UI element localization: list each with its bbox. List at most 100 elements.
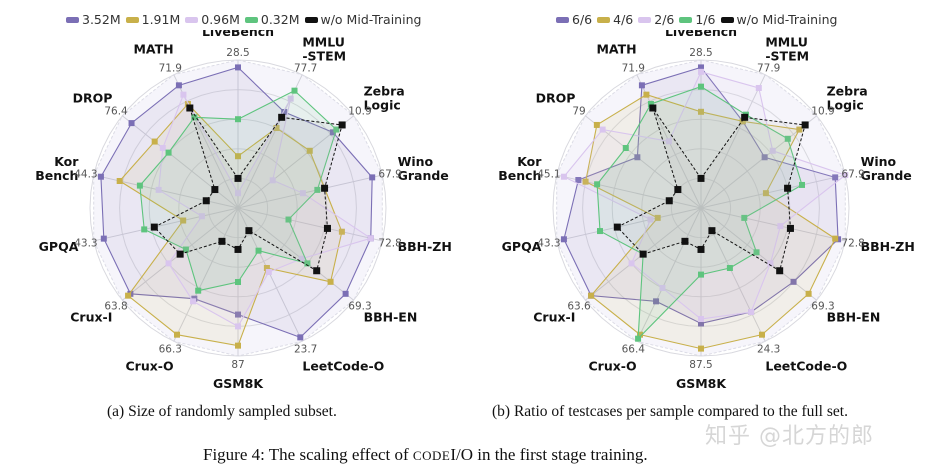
- data-point: [665, 197, 673, 205]
- data-point: [180, 217, 187, 224]
- data-point: [184, 100, 191, 107]
- legend-item: w/o Mid-Training: [304, 12, 421, 27]
- data-point: [697, 174, 705, 182]
- data-point: [784, 184, 792, 192]
- max-value-label: 63.8: [104, 300, 127, 312]
- data-point: [159, 145, 166, 152]
- data-point: [281, 108, 288, 115]
- axis-label: Wino Grande: [398, 154, 449, 183]
- legend-item: 1/6: [679, 12, 716, 27]
- axis-spoke: [700, 174, 846, 209]
- data-point: [741, 214, 748, 221]
- data-point: [698, 271, 704, 278]
- data-point: [235, 190, 241, 197]
- grid-ring: [611, 118, 791, 298]
- legend-item: 0.96M: [185, 12, 240, 27]
- data-point: [182, 246, 189, 253]
- data-point: [575, 177, 582, 184]
- data-point: [327, 278, 334, 285]
- data-point: [593, 121, 600, 128]
- max-value-label: 63.6: [567, 300, 591, 312]
- legend-label: w/o Mid-Training: [736, 12, 838, 27]
- axis-label-line: GPQA: [39, 239, 79, 254]
- data-point: [151, 138, 158, 145]
- max-value-label: 71.9: [622, 62, 645, 74]
- data-point: [198, 213, 205, 220]
- data-point: [235, 64, 241, 71]
- axis-label: MMLU -STEM: [302, 34, 346, 63]
- data-point: [796, 126, 803, 133]
- data-point: [235, 311, 241, 318]
- data-point: [698, 345, 704, 352]
- max-value-label: 72.8: [378, 238, 401, 250]
- grid-ring: [89, 59, 387, 357]
- data-point: [832, 174, 839, 181]
- legend-swatch: [638, 16, 652, 23]
- data-point: [582, 178, 589, 185]
- axis-label-line: DROP: [73, 90, 113, 105]
- legend-item: 3.52M: [66, 12, 121, 27]
- max-value-label: 79: [572, 106, 585, 118]
- data-point: [665, 138, 672, 145]
- data-point: [165, 260, 172, 267]
- axis-label: Zebra Logic: [364, 83, 405, 112]
- data-point: [726, 265, 733, 272]
- axis-label-line: MATH: [133, 41, 173, 56]
- data-point: [245, 227, 253, 235]
- axis-label: GSM8K: [213, 376, 264, 390]
- data-point: [333, 126, 340, 133]
- grid-ring: [207, 177, 269, 239]
- axis-label: MATH: [133, 41, 173, 56]
- data-point: [697, 245, 705, 253]
- data-point: [776, 267, 784, 275]
- axis-label: Kor Bench: [498, 154, 542, 183]
- max-value-label: 77.9: [757, 62, 780, 74]
- figure-caption-prefix: Figure 4: The scaling effect of: [203, 445, 413, 464]
- data-point: [801, 121, 809, 129]
- max-value-label: 43.3: [74, 238, 97, 250]
- axis-label: BBH-ZH: [861, 239, 915, 254]
- data-point: [306, 147, 313, 154]
- max-value-label: 71.9: [159, 62, 182, 74]
- data-point: [235, 342, 241, 349]
- axis-label-line: Wino: [398, 154, 434, 169]
- data-point: [613, 223, 621, 231]
- subfigure-caption-b: (b) Ratio of testcases per sample compar…: [492, 403, 848, 420]
- data-point: [235, 153, 241, 160]
- grid-ring: [641, 148, 761, 268]
- data-point: [299, 190, 306, 197]
- max-value-label: 66.3: [159, 344, 182, 356]
- axis-label-line: -STEM: [302, 48, 346, 63]
- data-point: [647, 216, 654, 223]
- data-point: [150, 223, 158, 231]
- data-point: [291, 87, 298, 94]
- axis-label: Crux-I: [533, 310, 575, 325]
- data-point: [767, 260, 774, 267]
- data-point: [753, 249, 760, 256]
- legend-swatch: [304, 16, 318, 23]
- data-point: [125, 292, 132, 299]
- data-point: [186, 104, 194, 112]
- axis-label-line: Zebra: [827, 83, 868, 98]
- data-point: [649, 104, 657, 112]
- axis-label: BBH-EN: [364, 310, 418, 325]
- legend-a: 3.52M 1.91M 0.96M 0.32M w/o Mid-Training: [66, 12, 426, 27]
- data-point: [265, 269, 272, 276]
- axis-label: MATH: [596, 41, 636, 56]
- grid-ring: [582, 89, 820, 327]
- max-value-label: 76.4: [104, 106, 128, 118]
- data-point: [278, 113, 286, 121]
- data-point: [560, 173, 567, 180]
- data-point: [643, 91, 650, 98]
- max-value-label: 69.3: [348, 300, 371, 312]
- data-point: [739, 118, 746, 125]
- data-point: [97, 173, 104, 180]
- axis-label-line: GSM8K: [676, 376, 727, 390]
- watermark: 知乎 @北方的郎: [705, 424, 874, 449]
- legend-b: 6/6 4/6 2/6 1/6 w/o Mid-Training: [556, 12, 842, 27]
- data-point: [235, 279, 241, 285]
- axis-label-line: MMLU: [765, 34, 808, 49]
- grid-ring: [119, 89, 357, 327]
- axis-label: BBH-EN: [827, 310, 881, 325]
